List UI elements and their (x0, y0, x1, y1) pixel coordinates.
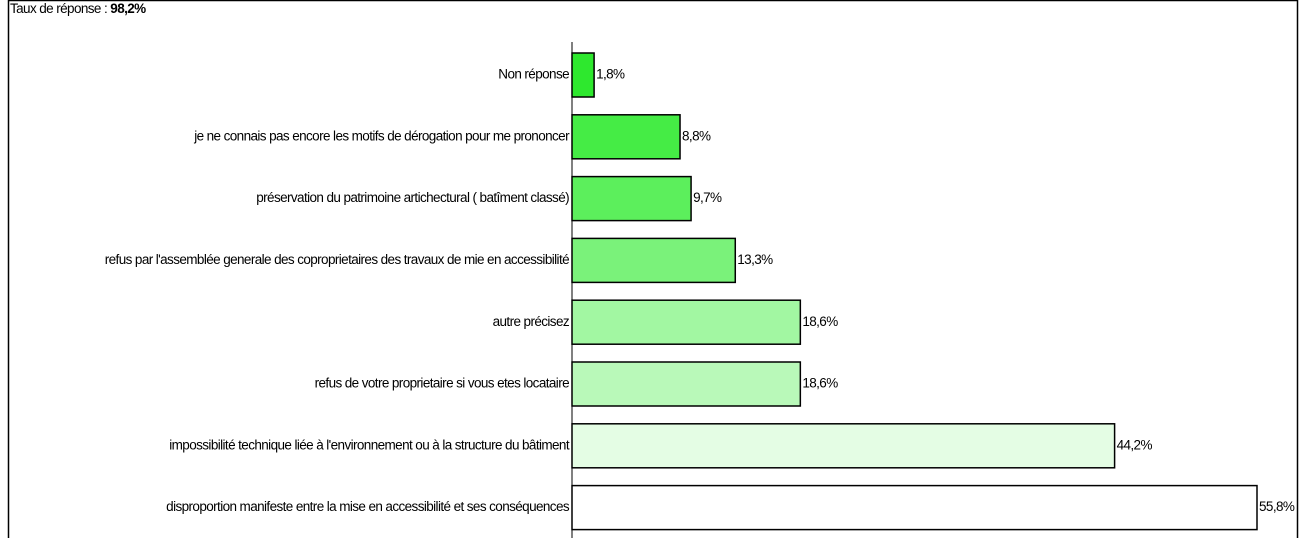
bar (571, 114, 681, 160)
bar (571, 175, 692, 222)
value-label: 1,8% (596, 67, 625, 82)
value-label: 8,8% (682, 128, 711, 143)
y-tick-label: refus de votre proprietaire si vous etes… (315, 376, 569, 391)
y-tick-label: Non réponse (498, 67, 569, 82)
bar (571, 52, 595, 98)
chart-title: Taux de réponse : 98,2% (10, 1, 146, 16)
y-tick-label: impossibilité technique liée à l'environ… (169, 437, 570, 452)
bar (571, 299, 802, 345)
bar (571, 423, 1116, 469)
value-label: 18,6% (802, 376, 838, 391)
y-tick-label: je ne connais pas encore les motifs de d… (193, 128, 570, 143)
value-label: 9,7% (693, 190, 722, 205)
y-tick-label: refus par l'assemblée generale des copro… (105, 252, 569, 267)
response-rate: 98,2% (110, 1, 146, 16)
bar (571, 361, 802, 407)
value-label: 13,3% (737, 252, 773, 267)
value-label: 44,2% (1117, 437, 1153, 452)
value-label: 55,8% (1259, 499, 1295, 514)
bar (571, 484, 1258, 531)
y-tick-label: autre précisez (493, 314, 570, 329)
y-tick-label: préservation du patrimoine artichectural… (256, 190, 569, 205)
y-tick-label: disproportion manifeste entre la mise en… (166, 499, 570, 514)
title-label: Taux de réponse : (10, 1, 107, 16)
frame (7, 0, 1299, 538)
value-label: 18,6% (802, 314, 838, 329)
bar (571, 237, 737, 284)
